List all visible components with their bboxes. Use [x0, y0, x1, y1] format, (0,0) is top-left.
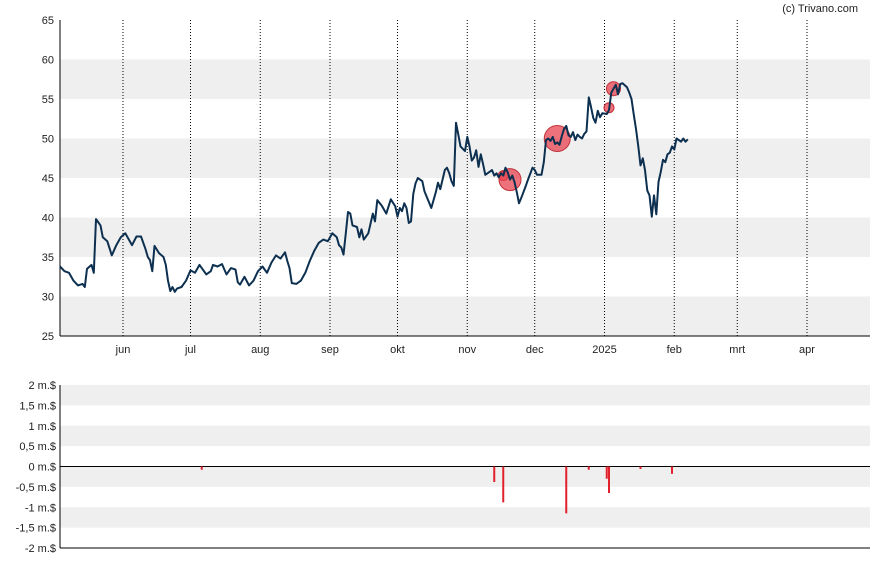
bar-ytick-label: -1 m.$: [25, 502, 56, 514]
transaction-bar: [565, 466, 568, 514]
bar-ytick-label: -0,5 m.$: [16, 482, 56, 494]
transaction-bar: [671, 466, 673, 474]
price-band: [60, 59, 870, 99]
bar-ytick-label: 2 m.$: [28, 380, 56, 392]
price-chart: 25 30 35 40 45 50 55 60 65 jun jul aug sep okt nov dec 2…: [42, 15, 870, 356]
transaction-bar: [608, 466, 610, 493]
price-ytick-label: 30: [42, 292, 54, 304]
bar-ytick-label: 0,5 m.$: [19, 441, 56, 453]
price-band: [60, 138, 870, 178]
transaction-chart: 2 m.$ 1,5 m.$ 1 m.$ 0,5 m.$ 0 m.$ -0,5 m.$ -1 …: [16, 380, 870, 555]
price-xtick-label: jun: [115, 344, 131, 356]
price-xtick-label: 2025: [592, 344, 616, 356]
price-xtick-label: sep: [321, 344, 339, 356]
price-ytick-label: 40: [42, 213, 54, 225]
bar-ytick-label: 1,5 m.$: [19, 400, 56, 412]
price-ytick-label: 50: [42, 134, 54, 146]
bar-ytick-label: 0 m.$: [28, 462, 56, 474]
transaction-bar: [587, 466, 590, 470]
transaction-bar: [639, 466, 642, 469]
price-ytick-label: 60: [42, 55, 54, 67]
transaction-bar: [605, 466, 608, 479]
bar-band: [60, 507, 870, 528]
price-ytick-label: 25: [42, 331, 54, 343]
price-ytick-label: 45: [42, 173, 54, 185]
price-ytick-label: 65: [42, 15, 54, 27]
transaction-bar: [502, 466, 505, 503]
bar-ytick-label: 1 m.$: [28, 421, 56, 433]
price-xtick-label: nov: [458, 344, 476, 356]
credit-label: (c) Trivano.com: [782, 3, 858, 15]
price-xtick-label: aug: [251, 344, 269, 356]
price-xtick-label: jul: [184, 344, 196, 356]
price-ytick-label: 55: [42, 94, 54, 106]
price-xtick-label: apr: [799, 344, 815, 356]
price-band: [60, 217, 870, 257]
price-xtick-label: dec: [526, 344, 544, 356]
price-xtick-label: okt: [390, 344, 405, 356]
transaction-bar: [493, 466, 496, 482]
bar-ytick-label: -1,5 m.$: [16, 523, 56, 535]
price-band: [60, 296, 870, 336]
bar-ytick-label: -2 m.$: [25, 543, 56, 555]
price-ytick-label: 35: [42, 252, 54, 264]
price-xtick-label: mrt: [729, 344, 745, 356]
bar-band: [60, 466, 870, 487]
price-series-line: [59, 82, 689, 293]
price-xtick-label: feb: [667, 344, 682, 356]
bar-band: [60, 425, 870, 447]
transaction-bar: [200, 466, 203, 470]
bar-band: [60, 385, 870, 406]
